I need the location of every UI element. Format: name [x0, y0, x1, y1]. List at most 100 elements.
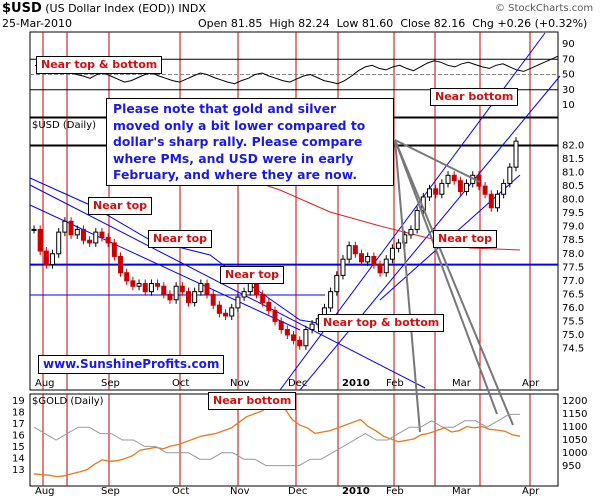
candle-body-8 — [80, 228, 86, 241]
candle-body-22 — [167, 293, 173, 301]
high-value: High 82.24 — [269, 17, 330, 30]
candle-body-65 — [433, 188, 439, 195]
price-tick-label-11: 76.5 — [562, 289, 584, 300]
candle-body-78 — [513, 140, 519, 168]
candle-body-64 — [426, 188, 432, 198]
ohlc-readout: Open 81.85 High 82.24 Low 81.60 Close 82… — [198, 17, 587, 30]
rsi-tick-label-4: 10 — [562, 100, 575, 111]
candle-body-10 — [93, 231, 99, 244]
chart-symbol: $USD — [2, 1, 42, 16]
gold-x-tick-5: 2010 — [342, 486, 370, 497]
candle-body-40 — [278, 320, 284, 331]
moving-average-line — [234, 174, 521, 251]
chart-exchange: INDX — [178, 2, 206, 15]
price-tick-label-5: 79.5 — [562, 208, 584, 219]
candle-body-4 — [56, 231, 62, 255]
price-x-tick-2: Oct — [172, 378, 189, 389]
price-tick-label-14: 75.0 — [562, 330, 584, 341]
gold-left-tick-0: 19 — [12, 396, 25, 407]
candle-body-13 — [111, 242, 117, 257]
candle-body-19 — [148, 283, 154, 293]
gold-x-tick-0: Aug — [35, 486, 55, 497]
candle-body-68 — [451, 174, 457, 182]
candle-body-48 — [328, 291, 334, 309]
rsi-tick-label-0: 90 — [562, 39, 575, 50]
candle-body-44 — [303, 329, 309, 347]
candle-body-28 — [204, 283, 210, 295]
candle-body-35 — [247, 283, 253, 293]
candle-body-56 — [377, 264, 383, 274]
price-tick-label-12: 76.0 — [562, 303, 584, 314]
candle-body-23 — [173, 285, 179, 301]
note-pointer-line-1 — [394, 139, 498, 415]
candle-body-70 — [464, 182, 470, 193]
price-x-tick-4: Dec — [288, 378, 307, 389]
candle-body-17 — [136, 283, 142, 287]
gold-x-tick-3: Nov — [230, 486, 250, 497]
change-value: Chg +0.26 (+0.32%) — [472, 17, 588, 30]
callout-near-bottom-dec: Near bottom — [208, 392, 297, 410]
candle-body-12 — [105, 237, 111, 244]
close-value: Close 82.16 — [400, 17, 466, 30]
candle-body-66 — [439, 182, 445, 195]
note-pointer-line-3 — [394, 139, 481, 183]
candle-body-75 — [494, 193, 500, 209]
candle-body-6 — [68, 220, 74, 236]
gold-left-tick-6: 13 — [12, 465, 25, 476]
gold-left-tick-3: 16 — [12, 431, 25, 442]
price-x-tick-5: 2010 — [342, 378, 370, 389]
candle-body-50 — [340, 258, 346, 276]
candle-body-69 — [457, 180, 463, 193]
callout-near-top-sep: Near top — [148, 230, 213, 248]
open-value: Open 81.85 — [198, 17, 263, 30]
price-tick-label-13: 75.5 — [562, 316, 584, 327]
candle-body-5 — [62, 220, 68, 233]
callout-near-top-bottom-dec: Near top & bottom — [318, 314, 445, 332]
gold-x-tick-8: Apr — [522, 486, 540, 497]
rsi-tick-label-1: 70 — [562, 54, 575, 65]
rsi-tick-label-2: 50 — [562, 70, 575, 81]
candle-body-62 — [414, 209, 420, 230]
candle-body-55 — [371, 255, 377, 266]
gold-panel-title: $GOLD (Daily) — [32, 396, 104, 407]
candle-body-11 — [99, 231, 105, 239]
chart-symbol-name: (US Dollar Index (EOD)) — [45, 2, 175, 15]
price-tick-label-0: 82.0 — [562, 141, 584, 152]
candle-body-9 — [87, 239, 93, 244]
rsi-tick-label-3: 30 — [562, 85, 575, 96]
candle-body-33 — [235, 296, 241, 309]
candle-body-16 — [130, 280, 136, 287]
candle-body-54 — [365, 255, 371, 263]
price-x-tick-3: Nov — [230, 378, 250, 389]
price-tick-label-9: 77.5 — [562, 262, 584, 273]
candle-body-61 — [408, 228, 414, 236]
candle-body-58 — [389, 247, 395, 260]
chart-symbol-header: $USD (US Dollar Index (EOD)) INDX — [2, 1, 206, 16]
rsi-line — [34, 55, 559, 85]
candle-body-2 — [43, 250, 49, 266]
candle-body-30 — [216, 304, 222, 314]
website-label: www.SunshineProfits.com — [38, 355, 225, 374]
candle-body-37 — [260, 293, 266, 303]
low-value: Low 81.60 — [336, 17, 394, 30]
analyst-note: Please note that gold and silver moved o… — [106, 98, 394, 186]
candle-body-7 — [74, 228, 80, 236]
callout-near-top-feb: Near top — [433, 230, 498, 248]
candle-body-21 — [161, 285, 167, 295]
gold-right-tick-1: 1150 — [562, 409, 587, 420]
candle-body-0 — [31, 228, 37, 231]
candle-body-38 — [266, 301, 272, 312]
gold-x-tick-4: Dec — [288, 486, 307, 497]
candle-body-18 — [142, 283, 148, 293]
usd-overlay-line — [33, 413, 520, 467]
note-pointer-line-0 — [394, 139, 421, 433]
candle-body-32 — [229, 307, 235, 317]
price-tick-label-3: 80.5 — [562, 181, 584, 192]
chart-date: 25-Mar-2010 — [2, 17, 72, 30]
candle-body-52 — [352, 245, 358, 255]
gold-right-tick-4: 1000 — [562, 448, 587, 459]
price-x-tick-7: Mar — [452, 378, 472, 389]
trend-channel-line-2 — [29, 184, 426, 389]
candle-body-74 — [488, 193, 494, 209]
